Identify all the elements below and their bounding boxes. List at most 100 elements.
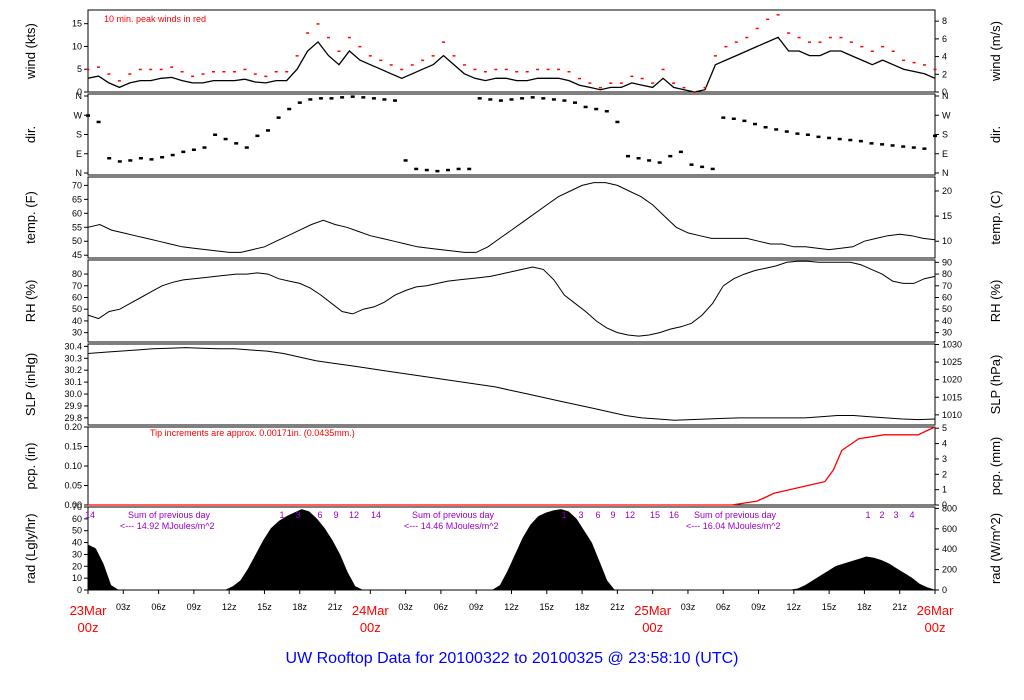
y-tick-label-right: 50 <box>942 304 952 314</box>
peak-wind-mark <box>232 71 236 73</box>
peak-wind-mark <box>410 64 414 66</box>
radiation-sum-label: Sum of previous day <box>694 510 777 520</box>
peak-wind-mark <box>849 41 853 43</box>
peak-wind-mark <box>578 77 581 80</box>
direction-point <box>96 120 101 124</box>
direction-point <box>244 146 249 149</box>
x-tick-label: 15z <box>257 602 272 612</box>
x-tick-label: 15z <box>822 602 837 612</box>
direction-point <box>678 150 683 154</box>
peak-wind-mark <box>619 82 623 84</box>
peak-wind-mark <box>525 71 529 73</box>
direction-point <box>933 134 937 138</box>
y-axis-label: RH (%) <box>23 280 38 323</box>
direction-point <box>107 157 112 160</box>
y-tick-label-right: N <box>942 91 949 101</box>
direction-point <box>393 99 397 102</box>
panel-radiation: rad (Lgly/hr) rad (W/m^2)0102030405060700… <box>23 502 1003 595</box>
x-tick-label: 21z <box>610 602 625 612</box>
radiation-sum-label: Sum of previous day <box>128 510 211 520</box>
peak-wind-mark <box>117 80 121 82</box>
y-tick-label-right: 4 <box>942 52 947 62</box>
y-tick-label-right: N <box>942 168 949 178</box>
day-label-hour: 00z <box>925 620 946 635</box>
direction-point <box>880 143 885 146</box>
direction-point <box>350 95 355 98</box>
direction-point <box>742 119 747 123</box>
peak-wind-mark <box>860 45 864 48</box>
direction-point <box>414 167 419 171</box>
peak-wind-mark <box>598 86 602 89</box>
y-tick-label: 70 <box>72 502 82 512</box>
y-tick-label: 29.8 <box>64 413 82 423</box>
y-tick-label: 29.9 <box>64 401 82 411</box>
y-tick-label-right: 15 <box>942 211 952 221</box>
peak-wind-mark <box>661 68 665 71</box>
x-tick-label: 03z <box>116 602 131 612</box>
y-tick-label-right: 4 <box>942 439 947 449</box>
direction-point <box>498 99 503 102</box>
y-tick-label: 45 <box>72 250 82 260</box>
y-axis-label-right: RH (%) <box>988 280 1003 323</box>
direction-point <box>86 114 90 117</box>
peak-wind-mark <box>180 71 184 73</box>
direction-point <box>827 136 832 140</box>
y-tick-label-right: 1030 <box>942 339 962 349</box>
peak-wind-mark <box>462 64 466 66</box>
plot-frame <box>87 426 936 506</box>
y-tick-label: 30.3 <box>64 353 82 363</box>
y-tick-label: 30.1 <box>64 377 82 387</box>
peak-wind-mark <box>703 86 707 89</box>
radiation-hour-marker: 15 <box>650 510 660 520</box>
peak-wind-mark <box>421 59 425 62</box>
direction-point <box>721 116 726 119</box>
direction-point <box>753 122 757 126</box>
direction-point <box>149 158 154 161</box>
y-axis-label-right: dir. <box>988 126 1003 143</box>
peak-wind-mark <box>630 75 634 78</box>
plot-frame <box>87 176 936 259</box>
y-axis-label: wind (kts) <box>23 23 38 80</box>
y-tick-label-right: 600 <box>942 524 957 534</box>
direction-point <box>509 98 514 101</box>
y-tick-label: S <box>76 130 82 140</box>
y-tick-label-right: 2 <box>942 469 947 479</box>
direction-point <box>329 97 334 100</box>
precipitation-line <box>88 426 936 506</box>
radiation-hour-marker: 14 <box>85 510 95 520</box>
y-tick-label: 30 <box>72 328 82 338</box>
radiation-hour-marker: 6 <box>595 510 600 520</box>
y-tick-label-right: 10 <box>942 236 952 246</box>
y-tick-label-right: 0 <box>942 585 947 595</box>
direction-point <box>562 99 567 102</box>
direction-point <box>308 98 313 101</box>
day-label-date: 24Mar <box>352 603 390 618</box>
x-tick-label: 09z <box>469 602 484 612</box>
peak-wind-mark <box>473 68 477 71</box>
direction-point <box>213 133 218 136</box>
peak-wind-mark <box>672 82 676 84</box>
radiation-hour-marker: 9 <box>333 510 338 520</box>
x-tick-label: 12z <box>222 602 237 612</box>
direction-point <box>446 168 450 172</box>
direction-point <box>361 96 366 99</box>
x-tick-label: 06z <box>151 602 166 612</box>
panel-pressure: SLP (inHg) SLP (hPa) 29.8 29.9 30.0 30.1 30.2 3… <box>23 339 1003 426</box>
y-tick-label-right: 20 <box>942 186 952 196</box>
radiation-hour-marker: 3 <box>295 510 300 520</box>
y-tick-label: 15 <box>72 19 82 29</box>
peak-wind-mark <box>745 36 749 39</box>
direction-point <box>276 116 281 119</box>
direction-point <box>710 167 715 171</box>
peak-wind-mark <box>923 64 926 66</box>
direction-point <box>583 105 588 109</box>
peak-wind-mark <box>713 55 717 57</box>
precip-annotation: Tip increments are approx. 0.00171in. (0… <box>150 428 355 438</box>
y-tick-label: 10 <box>72 41 82 51</box>
y-tick-label-right: E <box>942 149 948 159</box>
direction-point <box>573 101 577 104</box>
radiation-sum-value: <--- 16.04 MJoules/m^2 <box>686 521 781 531</box>
direction-point <box>551 98 556 101</box>
